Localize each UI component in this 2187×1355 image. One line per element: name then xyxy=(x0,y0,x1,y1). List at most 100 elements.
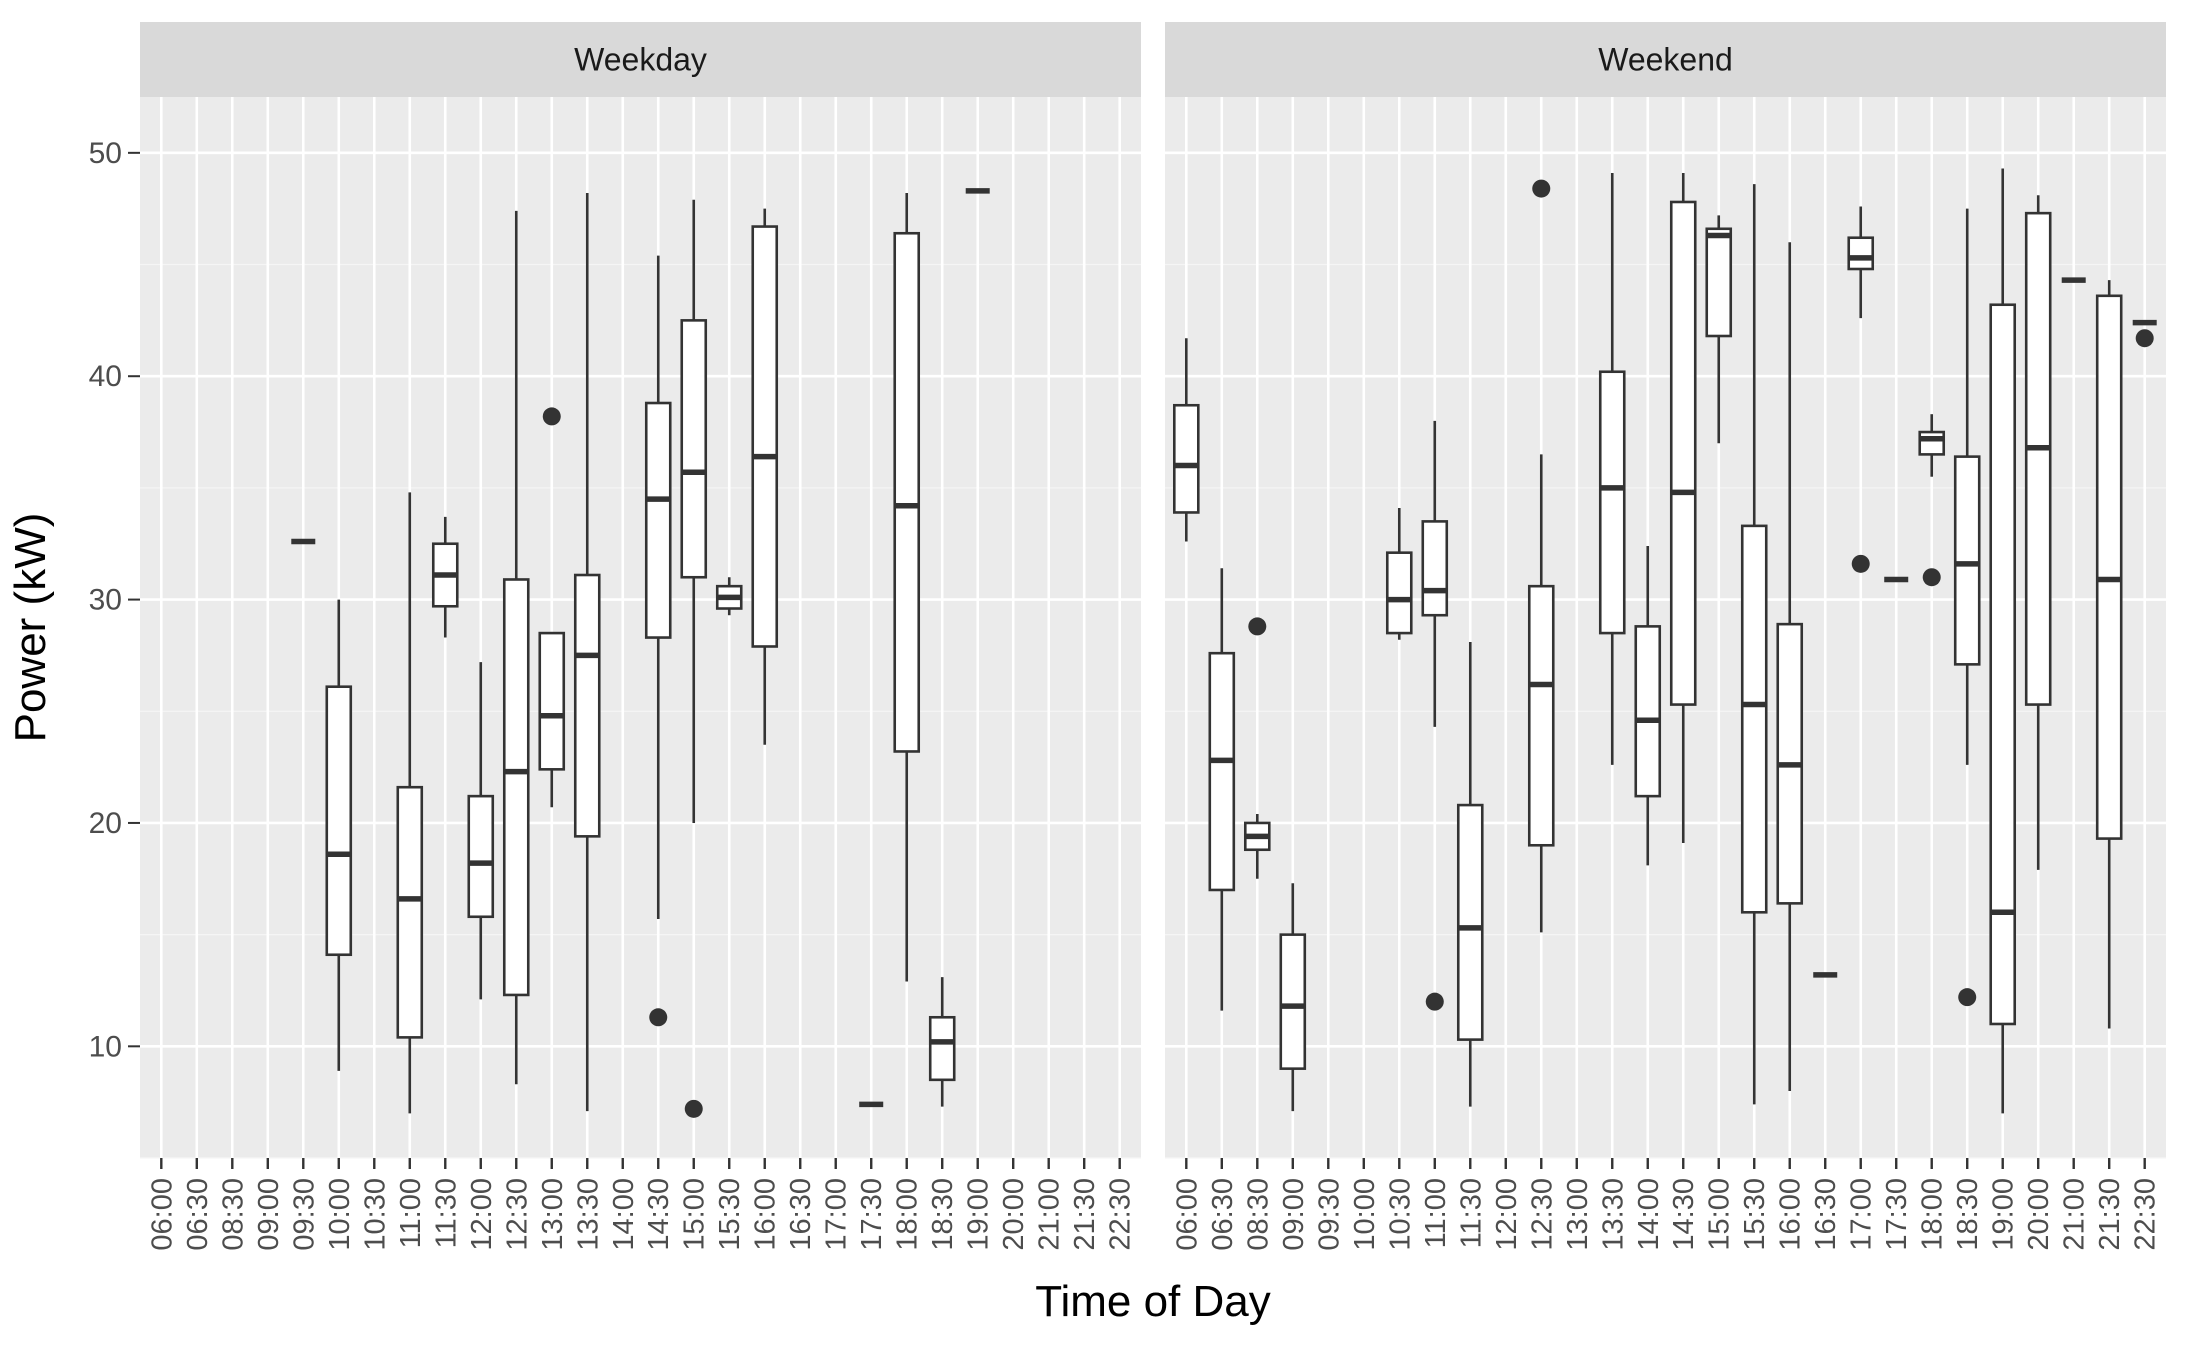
x-tick-label: 15:00 xyxy=(679,1178,711,1251)
x-tick-label: 09:30 xyxy=(1313,1178,1345,1251)
box xyxy=(1740,524,1768,914)
boxplot-1530 xyxy=(1740,184,1768,1105)
x-tick-label: 09:00 xyxy=(1278,1178,1310,1251)
x-tick-label: 14:00 xyxy=(608,1178,640,1251)
boxplot-0600 xyxy=(1172,338,1200,542)
y-tick-label: 50 xyxy=(89,137,122,170)
boxplot-0900 xyxy=(1279,883,1307,1112)
facet-strip-label: Weekday xyxy=(574,42,707,78)
box xyxy=(1953,455,1981,666)
boxplot-2000 xyxy=(2024,195,2052,870)
panel-background xyxy=(140,97,1141,1158)
box xyxy=(1918,430,1946,456)
boxplot-1600 xyxy=(751,208,779,745)
x-tick-label: 20:00 xyxy=(998,1178,1030,1251)
boxplot-1500 xyxy=(680,199,708,1118)
x-tick-label: 20:00 xyxy=(2023,1178,2055,1251)
box xyxy=(1385,551,1413,635)
boxplot-1830 xyxy=(1953,208,1981,1007)
x-tick-label: 15:00 xyxy=(1704,1178,1736,1251)
boxplot-1230 xyxy=(1527,179,1555,933)
boxplot-1830 xyxy=(928,977,956,1107)
x-tick-label: 22:30 xyxy=(2130,1178,2162,1251)
panel-weekend: Weekend 06:00 06:30 08:30 09:00 09:30 10:00 10:… xyxy=(1165,22,2166,1251)
boxplot-1400 xyxy=(1634,545,1662,866)
y-tick-label: 40 xyxy=(89,360,122,393)
x-axis-title: Time of Day xyxy=(1035,1277,1271,1326)
boxplot-1230 xyxy=(502,210,530,1085)
outlier-point xyxy=(1851,554,1870,573)
x-tick-label: 13:00 xyxy=(1562,1178,1594,1251)
x-tick-label: 17:30 xyxy=(1881,1178,1913,1251)
box xyxy=(1208,651,1236,892)
facet-strip xyxy=(140,22,1141,97)
x-tick-label: 17:00 xyxy=(1846,1178,1878,1251)
facet-strip xyxy=(1165,22,2166,97)
outlier-point xyxy=(1958,988,1977,1007)
panel-weekday: Weekday 06:00 06:30 08:30 09:00 09:30 10:00 10:… xyxy=(140,22,1141,1251)
x-tick-label: 18:30 xyxy=(1952,1178,1984,1251)
box xyxy=(2095,294,2123,840)
box xyxy=(1172,403,1200,514)
boxplot-1300 xyxy=(538,407,566,808)
x-tick-label: 06:30 xyxy=(1207,1178,1239,1251)
x-tick-label: 08:30 xyxy=(217,1178,249,1251)
x-tick-label: 12:30 xyxy=(501,1178,533,1251)
boxplot-1430 xyxy=(1669,172,1697,844)
x-tick-label: 17:30 xyxy=(856,1178,888,1251)
x-tick-label: 11:30 xyxy=(1455,1178,1487,1248)
x-tick-label: 12:00 xyxy=(1491,1178,1523,1251)
box xyxy=(893,231,921,753)
x-tick-label: 06:00 xyxy=(1171,1178,1203,1251)
box xyxy=(928,1015,956,1082)
box xyxy=(1705,227,1733,338)
x-tick-label: 14:30 xyxy=(1668,1178,1700,1251)
outlier-point xyxy=(1425,992,1444,1011)
x-tick-label: 21:30 xyxy=(1069,1178,1101,1251)
outlier-point xyxy=(684,1099,703,1118)
facet-strip-label: Weekend xyxy=(1598,42,1733,78)
x-tick-label: 11:00 xyxy=(395,1178,427,1248)
box xyxy=(467,794,495,919)
outlier-point xyxy=(1922,568,1941,587)
boxplot-1430 xyxy=(644,255,672,1027)
box xyxy=(1847,236,1875,271)
boxplot-0630 xyxy=(1208,568,1236,1011)
x-tick-label: 06:30 xyxy=(182,1178,214,1251)
y-tick-label: 30 xyxy=(89,584,122,617)
x-tick-label: 14:30 xyxy=(643,1178,675,1251)
outlier-point xyxy=(542,407,561,426)
box xyxy=(1527,584,1555,847)
box xyxy=(2024,211,2052,706)
x-tick-label: 10:30 xyxy=(1384,1178,1416,1251)
x-tick-label: 22:30 xyxy=(1105,1178,1137,1251)
x-tick-label: 15:30 xyxy=(714,1178,746,1251)
boxplot-1500 xyxy=(1705,215,1733,444)
x-tick-label: 08:30 xyxy=(1242,1178,1274,1251)
boxplot-1330 xyxy=(573,193,601,1112)
x-tick-label: 11:00 xyxy=(1420,1178,1452,1248)
boxplot-1800 xyxy=(893,193,921,982)
x-tick-label: 10:00 xyxy=(324,1178,356,1251)
box xyxy=(644,401,672,639)
boxplot-1700 xyxy=(1847,206,1875,573)
x-tick-label: 18:00 xyxy=(892,1178,924,1251)
box xyxy=(1456,803,1484,1041)
x-tick-label: 18:30 xyxy=(927,1178,959,1251)
outlier-point xyxy=(1248,617,1267,636)
y-axis-title: Power (kW) xyxy=(6,513,55,743)
outlier-point xyxy=(1532,179,1551,198)
x-tick-label: 14:00 xyxy=(1633,1178,1665,1251)
boxplot-1130 xyxy=(431,516,459,638)
x-tick-label: 19:00 xyxy=(1988,1178,2020,1251)
boxplot-1900 xyxy=(1989,168,2017,1114)
box xyxy=(680,319,708,579)
boxplot-1130 xyxy=(1456,642,1484,1107)
x-tick-label: 17:00 xyxy=(821,1178,853,1251)
boxplot-1330 xyxy=(1598,172,1626,765)
y-tick-label: 20 xyxy=(89,807,122,840)
x-tick-label: 12:30 xyxy=(1526,1178,1558,1251)
box xyxy=(573,573,601,838)
box xyxy=(1669,200,1697,706)
